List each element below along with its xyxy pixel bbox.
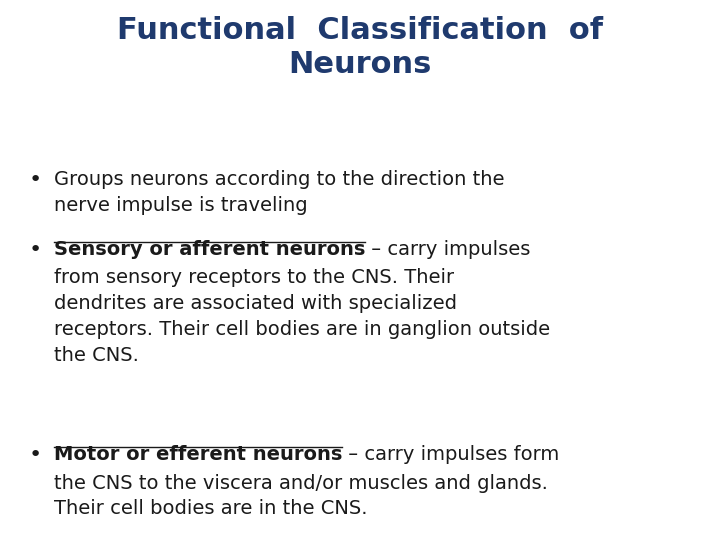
Text: Motor or efferent neurons: Motor or efferent neurons [54, 446, 343, 464]
Text: – carry impulses: – carry impulses [365, 240, 531, 259]
Text: the CNS to the viscera and/or muscles and glands.
Their cell bodies are in the C: the CNS to the viscera and/or muscles an… [54, 474, 548, 518]
Text: •: • [29, 170, 42, 190]
Text: Groups neurons according to the direction the
nerve impulse is traveling: Groups neurons according to the directio… [54, 170, 505, 215]
Text: •: • [29, 240, 42, 260]
Text: Functional  Classification  of
Neurons: Functional Classification of Neurons [117, 16, 603, 79]
Text: Sensory or afferent neurons: Sensory or afferent neurons [54, 240, 365, 259]
Text: – carry impulses form: – carry impulses form [343, 446, 559, 464]
Text: •: • [29, 446, 42, 465]
Text: from sensory receptors to the CNS. Their
dendrites are associated with specializ: from sensory receptors to the CNS. Their… [54, 268, 550, 364]
